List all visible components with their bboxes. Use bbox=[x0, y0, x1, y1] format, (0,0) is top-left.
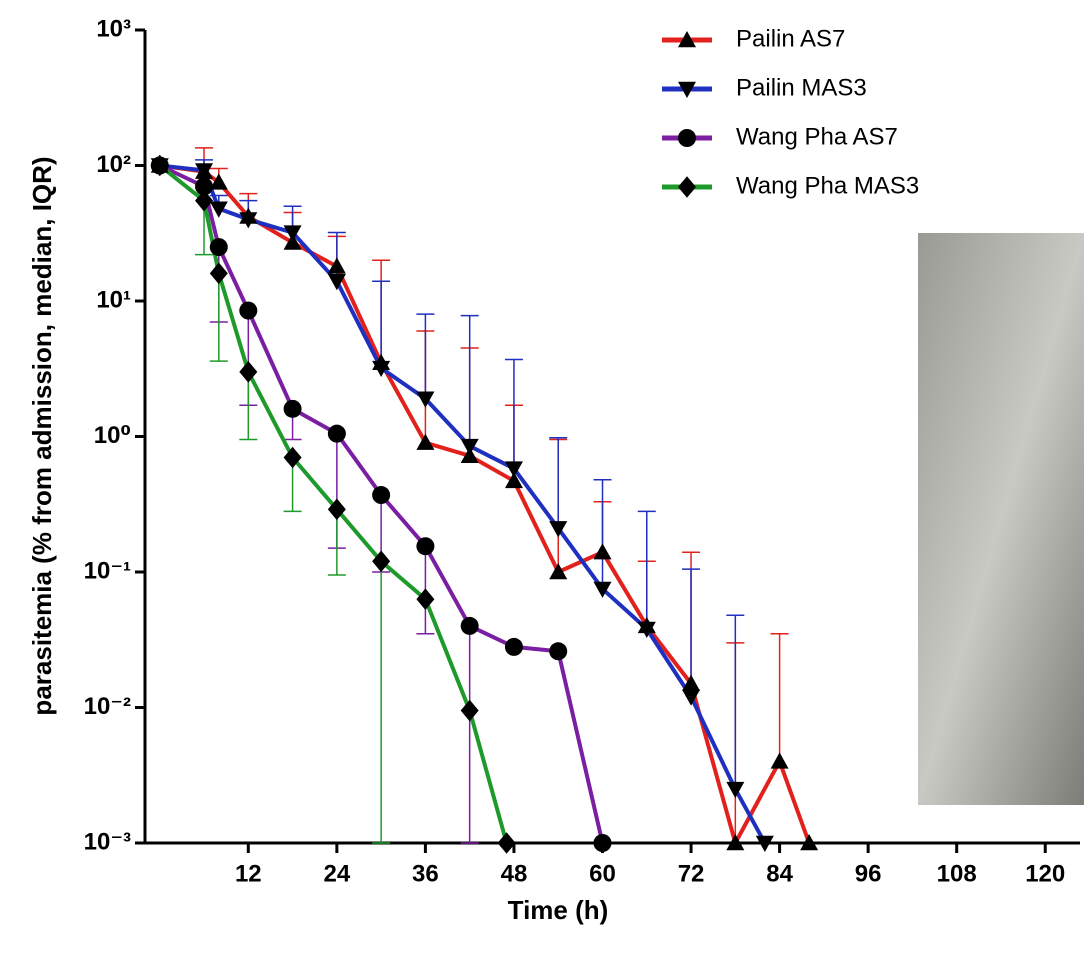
data-point bbox=[209, 262, 228, 285]
legend-marker bbox=[678, 81, 696, 98]
x-tick-label: 108 bbox=[937, 860, 977, 887]
y-tick-label: 10⁻³ bbox=[84, 828, 131, 855]
data-point bbox=[416, 588, 435, 610]
data-point bbox=[283, 446, 302, 469]
x-tick-label: 96 bbox=[855, 860, 882, 887]
data-point bbox=[416, 391, 435, 408]
legend-marker bbox=[678, 129, 696, 147]
data-point bbox=[726, 834, 745, 851]
data-point bbox=[460, 438, 479, 456]
data-point bbox=[726, 781, 745, 799]
data-point bbox=[239, 301, 258, 320]
legend-marker bbox=[678, 31, 696, 48]
x-axis-label: Time (h) bbox=[508, 895, 609, 925]
x-tick-label: 24 bbox=[324, 860, 351, 887]
data-point bbox=[372, 550, 391, 573]
photo bbox=[918, 233, 1084, 805]
data-point bbox=[372, 360, 391, 378]
data-point bbox=[195, 163, 214, 180]
y-tick-label: 10² bbox=[96, 151, 131, 178]
data-point bbox=[460, 616, 479, 635]
data-point bbox=[549, 642, 568, 661]
legend-marker bbox=[678, 176, 696, 198]
data-point bbox=[209, 201, 228, 218]
data-point bbox=[549, 521, 568, 538]
data-point bbox=[239, 212, 258, 229]
data-point bbox=[682, 674, 701, 691]
x-tick-label: 36 bbox=[412, 860, 439, 887]
y-tick-label: 10¹ bbox=[96, 286, 131, 313]
data-point bbox=[504, 637, 523, 656]
x-tick-label: 60 bbox=[589, 860, 616, 887]
legend-label: Wang Pha MAS3 bbox=[736, 172, 919, 199]
legend-label: Pailin MAS3 bbox=[736, 74, 867, 101]
data-point bbox=[150, 154, 169, 177]
x-tick-label: 48 bbox=[501, 860, 528, 887]
data-point bbox=[239, 361, 258, 383]
data-point bbox=[755, 835, 774, 852]
data-point bbox=[327, 273, 346, 291]
series-line bbox=[159, 163, 767, 844]
data-point bbox=[327, 498, 346, 521]
data-point bbox=[460, 699, 479, 722]
x-tick-label: 12 bbox=[235, 860, 262, 887]
legend-label: Wang Pha AS7 bbox=[736, 123, 898, 150]
y-tick-label: 10³ bbox=[96, 15, 131, 42]
data-point bbox=[770, 752, 789, 769]
data-point bbox=[682, 689, 701, 706]
data-point bbox=[593, 834, 612, 852]
data-point bbox=[195, 189, 214, 212]
data-point bbox=[209, 238, 228, 257]
data-point bbox=[549, 563, 568, 580]
y-tick-label: 10⁻² bbox=[84, 693, 131, 720]
data-point bbox=[504, 461, 523, 478]
data-point bbox=[195, 177, 214, 196]
data-point bbox=[209, 173, 228, 190]
x-tick-label: 120 bbox=[1025, 860, 1065, 887]
data-point bbox=[283, 225, 302, 242]
data-point bbox=[416, 433, 435, 450]
data-point bbox=[504, 471, 523, 489]
y-axis-label: parasitemia (% from admission, median, I… bbox=[27, 156, 57, 715]
data-point bbox=[637, 621, 656, 638]
y-tick-label: 10⁰ bbox=[94, 422, 131, 449]
data-point bbox=[497, 832, 516, 854]
data-point bbox=[327, 257, 346, 274]
data-point bbox=[593, 543, 612, 560]
data-point bbox=[593, 581, 612, 598]
x-tick-label: 72 bbox=[678, 860, 705, 887]
x-tick-label: 84 bbox=[766, 860, 793, 887]
data-point bbox=[283, 233, 302, 250]
data-point bbox=[327, 424, 346, 443]
series-line bbox=[158, 163, 509, 844]
data-point bbox=[283, 399, 302, 418]
data-point bbox=[372, 486, 391, 505]
data-point bbox=[416, 537, 435, 556]
legend-label: Pailin AS7 bbox=[736, 25, 845, 52]
y-tick-label: 10⁻¹ bbox=[84, 557, 131, 584]
data-point bbox=[800, 834, 819, 851]
